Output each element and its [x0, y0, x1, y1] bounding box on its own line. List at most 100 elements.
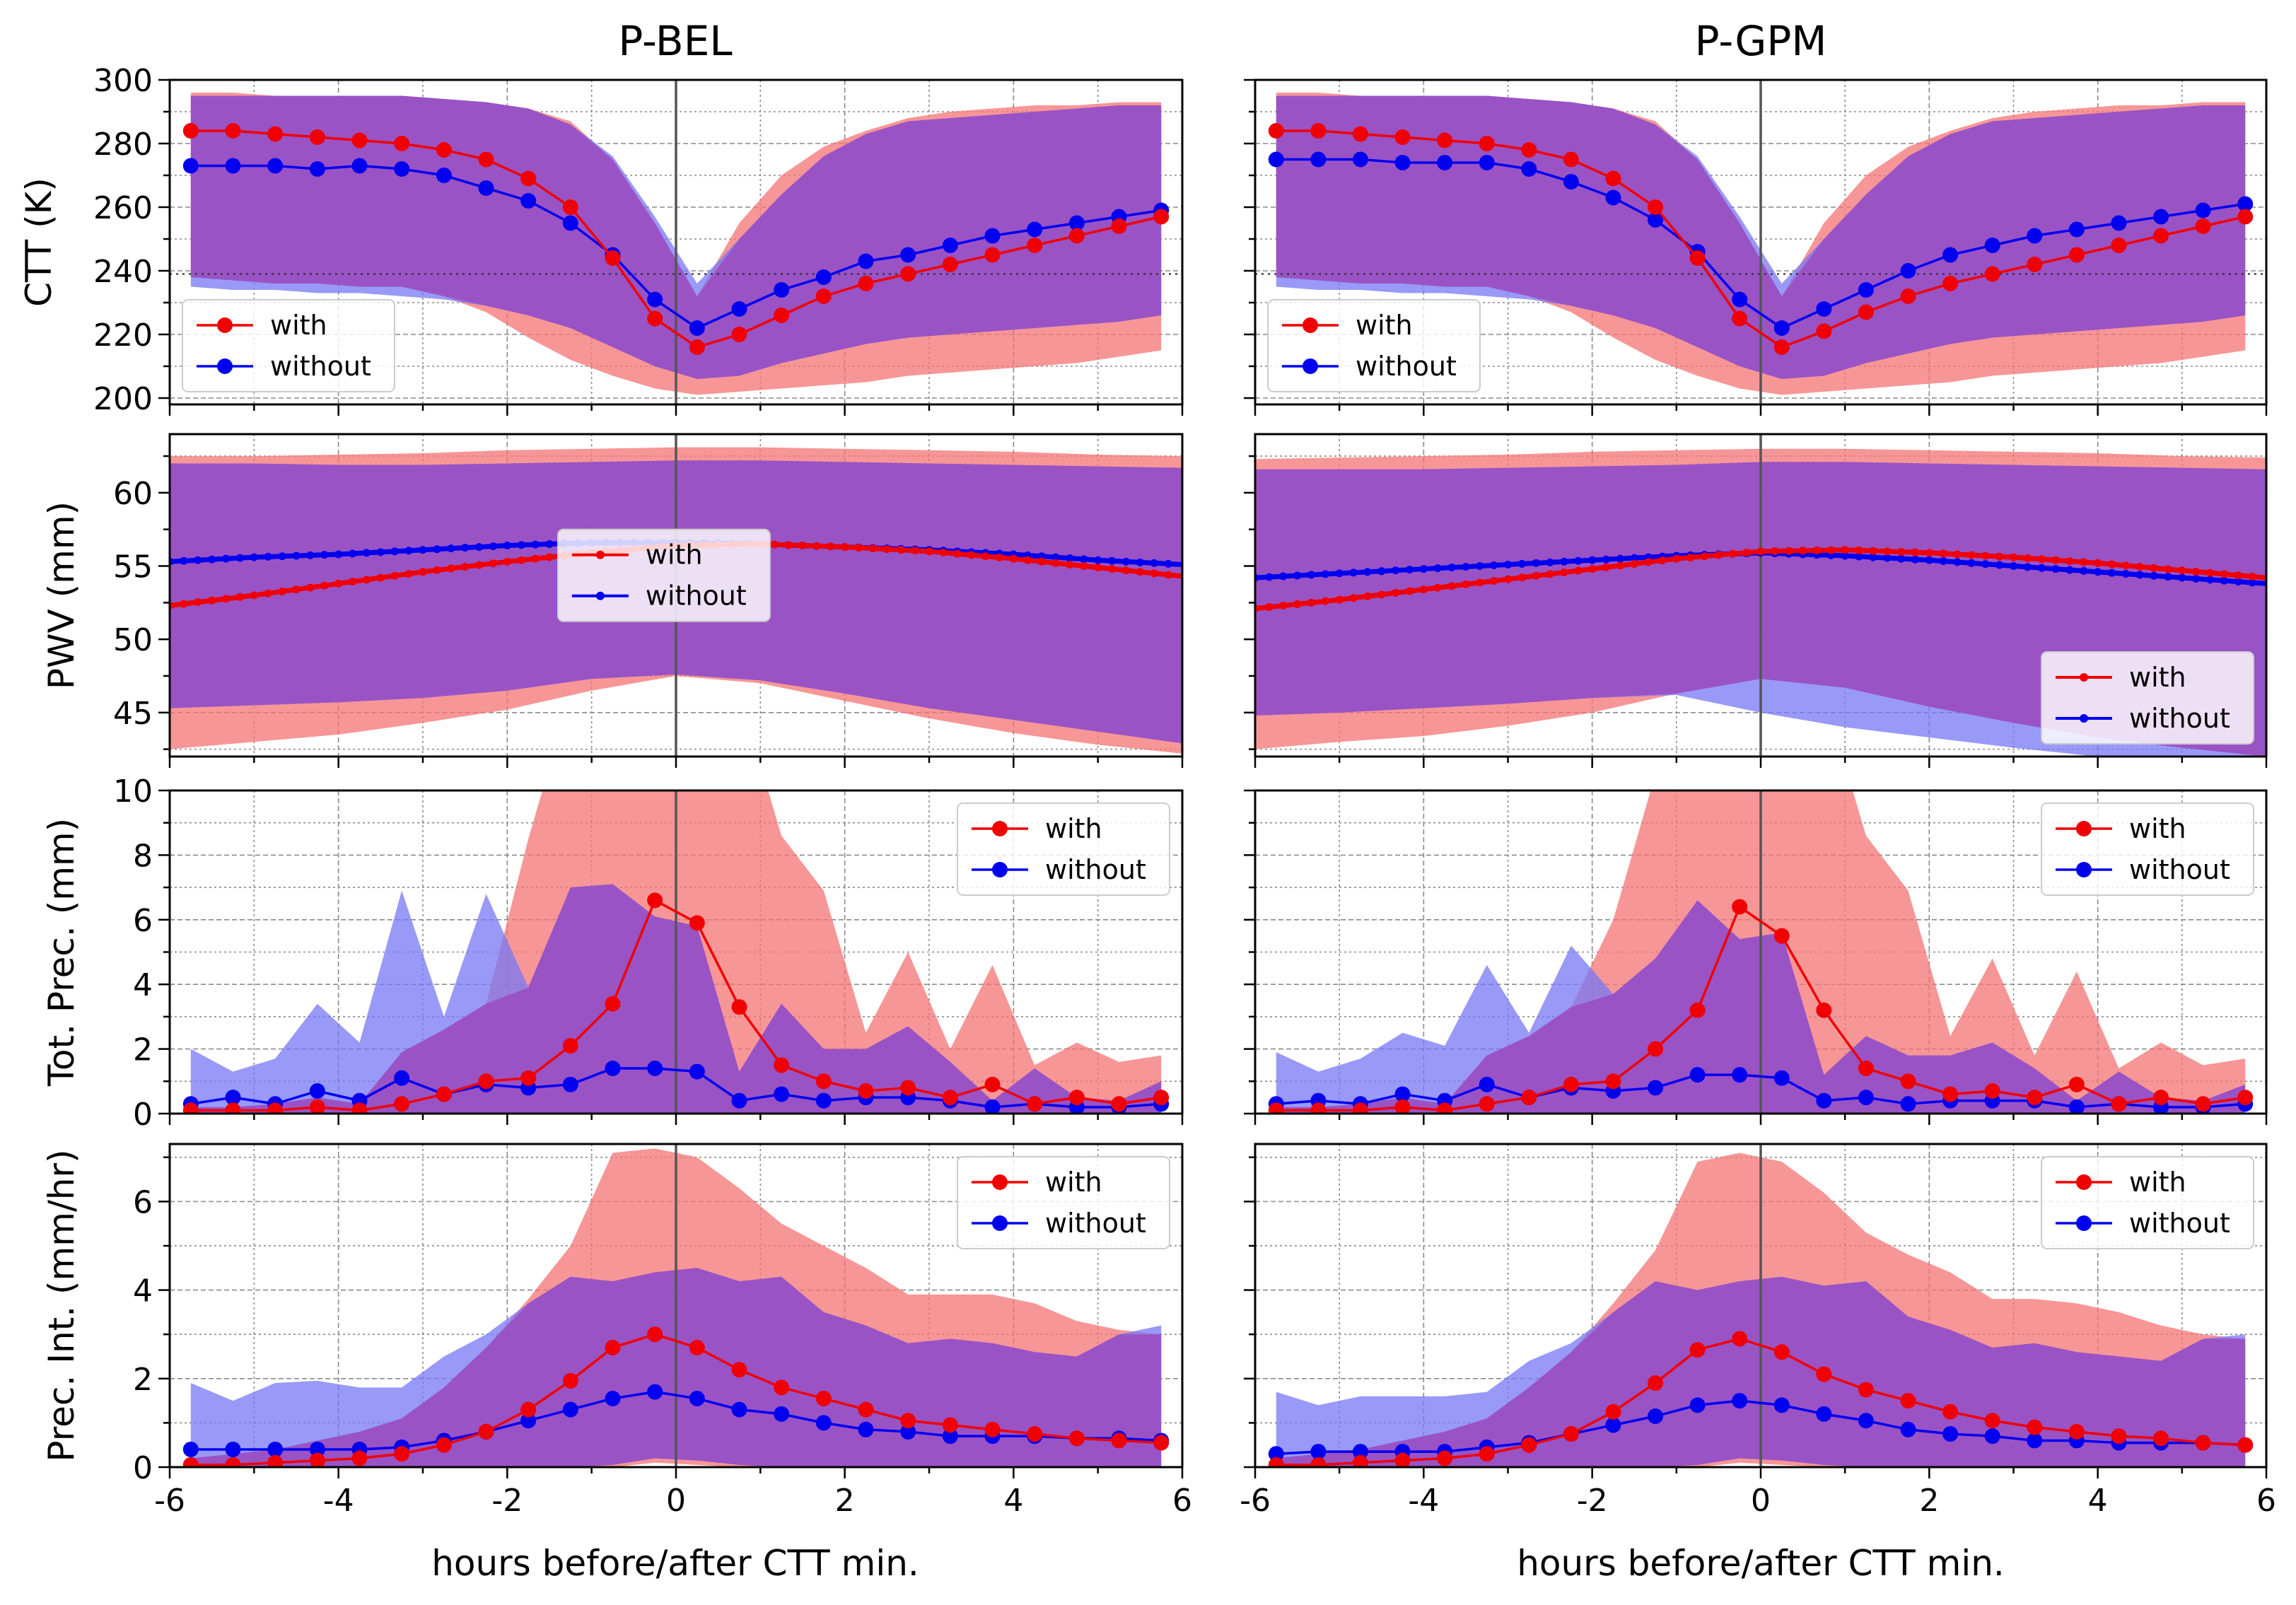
data-point-with — [1858, 1061, 1874, 1077]
legend-label-with: with — [1356, 310, 1413, 341]
data-point-with — [1521, 1090, 1537, 1106]
data-point-without — [1816, 301, 1832, 317]
data-point-with — [182, 1102, 199, 1114]
data-point-without — [1942, 1426, 1959, 1442]
data-point-with — [182, 1457, 199, 1467]
data-point-without — [1476, 562, 1484, 571]
data-point-with — [942, 257, 958, 272]
x-tick-label: 0 — [666, 1483, 686, 1519]
data-point-without — [689, 1063, 705, 1080]
y-axis-label: Tot. Prec. (mm) — [41, 818, 82, 1087]
x-tick-label: -6 — [154, 1483, 185, 1519]
data-point-with — [2121, 561, 2130, 570]
data-point-with — [394, 136, 410, 151]
data-point-without — [1689, 1397, 1706, 1413]
data-point-without — [2010, 562, 2017, 571]
data-point-with — [1563, 1426, 1579, 1442]
data-point-with — [2135, 563, 2144, 571]
data-point-with — [306, 583, 315, 592]
plot-area — [170, 80, 1182, 404]
data-point-with — [1433, 583, 1442, 592]
data-point-with — [2111, 1428, 2127, 1444]
data-point-with — [1812, 546, 1821, 554]
data-point-with — [1942, 1086, 1959, 1102]
data-point-with — [225, 1457, 241, 1467]
data-point-with — [1900, 1393, 1916, 1409]
data-point-without — [1732, 291, 1748, 308]
data-point-without — [1816, 1406, 1832, 1422]
data-point-without — [2094, 568, 2102, 576]
data-point-with — [900, 1413, 916, 1429]
data-point-with — [815, 288, 832, 304]
legend-label-without: without — [1356, 351, 1457, 382]
legend-marker-without — [2076, 862, 2092, 877]
data-point-with — [478, 1423, 494, 1440]
data-point-without — [447, 544, 455, 553]
data-point-with — [1605, 170, 1621, 187]
data-point-with — [1546, 570, 1554, 578]
data-point-without — [1560, 557, 1568, 566]
data-point-with — [2164, 565, 2172, 573]
data-point-with — [1816, 323, 1832, 339]
data-point-with — [1136, 568, 1144, 576]
data-point-with — [503, 557, 511, 566]
data-point-with — [1771, 547, 1779, 555]
data-point-with — [605, 1339, 621, 1355]
data-point-without — [309, 1441, 325, 1457]
data-point-without — [1164, 559, 1172, 568]
data-point-with — [520, 170, 537, 187]
x-tick-label: -4 — [323, 1483, 354, 1519]
data-point-with — [1689, 1342, 1706, 1358]
data-point-without — [520, 1413, 537, 1429]
data-point-without — [1911, 555, 1919, 564]
data-point-without — [647, 1384, 663, 1400]
data-point-without — [2027, 1432, 2043, 1449]
legend-label-without: without — [2129, 1208, 2230, 1239]
data-point-with — [647, 892, 663, 909]
data-point-with — [2010, 553, 2017, 561]
legend-label-with: with — [2129, 813, 2186, 844]
data-point-with — [1728, 549, 1737, 558]
y-tick-label: 0 — [133, 1450, 153, 1486]
data-point-with — [1689, 1002, 1706, 1018]
data-point-with — [2111, 238, 2127, 253]
data-point-with — [1521, 142, 1537, 158]
data-point-without — [815, 1092, 832, 1109]
data-point-with — [436, 1086, 452, 1102]
data-point-with — [1268, 1102, 1284, 1114]
legend: with without — [2041, 1156, 2254, 1249]
data-point-without — [2037, 564, 2046, 572]
x-tick-label: -6 — [1240, 1483, 1271, 1519]
data-point-with — [562, 1038, 578, 1054]
data-point-with — [925, 547, 933, 556]
data-point-with — [2248, 572, 2256, 580]
data-point-with — [1437, 1102, 1453, 1114]
data-point-with — [1479, 136, 1495, 151]
data-point-without — [1051, 553, 1060, 561]
data-point-with — [1672, 554, 1681, 563]
data-point-without — [1517, 559, 1526, 568]
data-point-with — [1080, 562, 1088, 571]
data-point-with — [2068, 1423, 2085, 1440]
data-point-with — [1841, 546, 1849, 554]
data-point-with — [731, 999, 747, 1015]
data-point-without — [1689, 1067, 1706, 1083]
data-point-with — [1714, 551, 1723, 559]
data-point-with — [1756, 547, 1765, 556]
data-point-with — [647, 310, 663, 327]
data-point-with — [208, 596, 216, 605]
data-point-with — [2108, 560, 2116, 568]
data-point-with — [1785, 547, 1793, 555]
data-point-without — [605, 1061, 621, 1077]
legend-label-without: without — [646, 580, 747, 612]
data-point-with — [897, 546, 905, 554]
data-point-with — [1742, 549, 1751, 557]
data-point-with — [351, 132, 368, 148]
legend-marker-without — [2080, 714, 2088, 723]
data-point-with — [562, 199, 578, 215]
data-point-with — [1479, 1446, 1495, 1462]
legend-label-with: with — [646, 539, 703, 571]
data-point-with — [2195, 218, 2211, 234]
y-tick-label: 200 — [93, 381, 153, 417]
data-point-with — [2080, 558, 2088, 566]
